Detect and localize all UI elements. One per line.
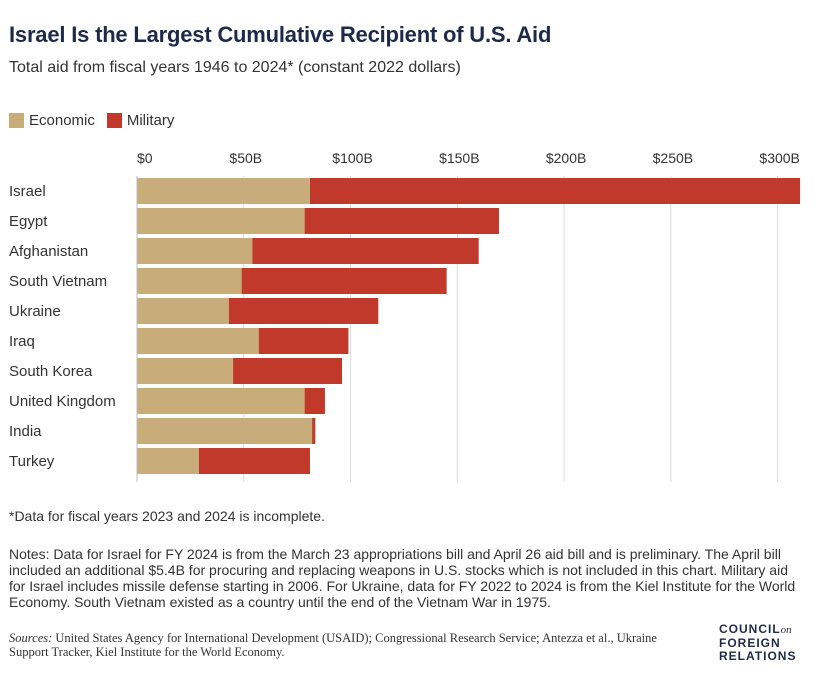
category-label: Egypt	[9, 213, 48, 230]
bar-economic	[137, 328, 259, 354]
footnote: *Data for fiscal years 2023 and 2024 is …	[9, 508, 325, 524]
category-label: South Vietnam	[9, 273, 107, 290]
category-label: South Korea	[9, 363, 93, 380]
legend-label-economic: Economic	[29, 112, 95, 129]
bar-military	[309, 178, 801, 204]
chart-title: Israel Is the Largest Cumulative Recipie…	[9, 22, 552, 47]
bar-military	[241, 268, 447, 294]
x-tick-label: $250B	[653, 150, 693, 166]
legend-item-economic: Economic	[9, 112, 95, 129]
bar-economic	[137, 268, 242, 294]
category-label: Afghanistan	[9, 243, 88, 260]
bar-military	[304, 388, 325, 414]
bar-military	[258, 328, 349, 354]
bar-military	[312, 418, 316, 444]
bar-military	[198, 448, 310, 474]
legend-item-military: Military	[106, 112, 175, 129]
bar-economic	[137, 298, 229, 324]
bar-economic	[137, 388, 305, 414]
logo-line-2: FOREIGN	[719, 636, 781, 650]
x-tick-label: $0	[137, 150, 153, 166]
legend: Economic Military	[9, 112, 186, 129]
bar-economic	[137, 448, 199, 474]
x-tick-label: $150B	[439, 150, 479, 166]
category-label: Iraq	[9, 333, 35, 350]
bar-economic	[137, 418, 313, 444]
bar-military	[233, 358, 343, 384]
x-tick-label: $200B	[546, 150, 586, 166]
legend-swatch-economic	[9, 113, 24, 128]
bar-economic	[137, 358, 234, 384]
logo-on: on	[780, 624, 792, 636]
bar-chart: $0 $50B $100B $150B $200B $250B $300B Israel Egy…	[9, 150, 801, 482]
bar-military	[228, 298, 379, 324]
sources-label: Sources:	[9, 631, 53, 645]
x-tick-label: $50B	[229, 150, 262, 166]
sources: Sources: United States Agency for Intern…	[9, 631, 699, 659]
bar-military	[252, 238, 479, 264]
bar-military	[304, 208, 499, 234]
cfr-logo: COUNCILon FOREIGN RELATIONS	[719, 623, 796, 663]
x-tick-label: $100B	[332, 150, 372, 166]
legend-label-military: Military	[126, 112, 175, 129]
logo-line-3: RELATIONS	[719, 649, 797, 663]
category-label: Turkey	[9, 453, 55, 470]
legend-swatch-military	[106, 113, 122, 128]
chart-subtitle: Total aid from fiscal years 1946 to 2024…	[9, 59, 461, 76]
sources-text: United States Agency for International D…	[9, 631, 657, 659]
category-label: Ukraine	[9, 303, 61, 320]
notes: Notes: Data for Israel for FY 2024 is fr…	[9, 546, 796, 610]
category-label: India	[9, 423, 42, 440]
x-tick-label: $300B	[759, 150, 799, 166]
bar-economic	[137, 178, 310, 204]
bar-economic	[137, 208, 305, 234]
bar-economic	[137, 238, 253, 264]
category-label: Israel	[9, 183, 46, 200]
logo-line-1: COUNCIL	[719, 622, 781, 636]
category-label: United Kingdom	[9, 393, 116, 410]
